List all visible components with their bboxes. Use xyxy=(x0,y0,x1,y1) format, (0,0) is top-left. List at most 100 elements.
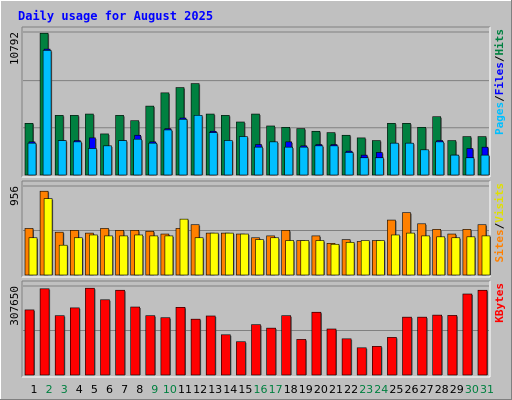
sites-bar-shadow xyxy=(308,241,310,275)
sites-bar-body xyxy=(134,234,143,276)
kbytes-bar-shadow xyxy=(290,316,292,375)
pages-bar xyxy=(27,142,37,176)
day-label: 25 xyxy=(389,383,403,396)
sites-bar-body xyxy=(58,244,68,276)
kbytes-bar xyxy=(236,341,247,376)
sites-bar-body xyxy=(164,235,174,276)
kbytes-bar xyxy=(190,318,202,376)
kbytes-bar-body xyxy=(221,334,231,376)
hits-legend-part: Files xyxy=(493,62,506,95)
kbytes-bar-shadow xyxy=(366,348,368,375)
day-label: 11 xyxy=(178,383,192,396)
sites-bar xyxy=(481,235,491,276)
sites-bar-body xyxy=(209,232,219,276)
day-label: 5 xyxy=(91,383,98,396)
sites-bar-shadow xyxy=(429,236,431,275)
kbytes-bar xyxy=(447,315,458,376)
kbytes-bar-body xyxy=(356,347,367,376)
pages-bar-body xyxy=(374,157,384,176)
pages-bar-shadow xyxy=(338,146,339,175)
kbytes-bar-body xyxy=(417,316,427,376)
sites-bar-shadow xyxy=(444,237,446,275)
day-label: 7 xyxy=(121,383,128,396)
day-label: 19 xyxy=(299,383,313,396)
sites-bar-shadow xyxy=(369,241,371,275)
kbytes-bar-body xyxy=(205,315,216,376)
kbytes-bar-body xyxy=(70,307,80,376)
kbytes-bar-shadow xyxy=(215,316,217,375)
kbytes-bar xyxy=(356,347,368,376)
sites-bar-shadow xyxy=(490,236,491,275)
sites-bar-shadow xyxy=(339,245,340,275)
sites-bar-shadow xyxy=(384,241,386,275)
sites-bar-body xyxy=(360,240,370,276)
kbytes-bar-shadow xyxy=(336,330,337,375)
pages-bar-body xyxy=(163,129,173,176)
chart-title: Daily usage for August 2025 xyxy=(18,9,213,23)
kbytes-bar-shadow xyxy=(351,339,353,375)
kbytes-bar-body xyxy=(281,315,292,376)
kbytes-bar xyxy=(70,307,81,376)
day-label: 20 xyxy=(314,383,328,396)
sites-bar-shadow xyxy=(233,234,235,275)
kbytes-bar xyxy=(341,338,353,376)
kbytes-bar-body xyxy=(190,318,201,376)
day-label: 18 xyxy=(284,383,298,396)
kbytes-bar-shadow xyxy=(139,308,141,375)
pages-bar xyxy=(163,129,173,176)
sites-bar xyxy=(43,198,54,276)
day-label: 30 xyxy=(465,383,479,396)
pages-bar-body xyxy=(269,141,278,176)
sites-bar xyxy=(330,243,340,276)
kbytes-bar-body xyxy=(100,299,110,376)
kbytes-bar-shadow xyxy=(124,291,126,375)
sites-bar xyxy=(406,232,416,276)
kbytes-bar-body xyxy=(175,307,186,376)
sites-bar xyxy=(315,240,325,276)
kbytes-bar-body xyxy=(39,288,50,376)
sites-bar xyxy=(255,239,265,276)
pages-bar-shadow xyxy=(383,158,385,175)
hits-bar-shadow xyxy=(153,107,155,175)
pages-bar xyxy=(329,145,339,176)
pages-bar-body xyxy=(254,146,263,176)
pages-bar-shadow xyxy=(202,116,204,175)
kbytes-bar-body xyxy=(311,311,322,376)
pages-bar xyxy=(118,140,128,176)
sites-bar-shadow xyxy=(263,240,265,275)
kbytes-bar-shadow xyxy=(154,316,156,375)
pages-bar-body xyxy=(148,142,158,176)
sites-bar-body xyxy=(119,235,128,276)
kbytes-bar-body xyxy=(251,324,261,376)
kbytes-bar-body xyxy=(160,317,171,376)
pages-bar xyxy=(450,154,460,176)
sites-bar-shadow xyxy=(278,238,280,275)
kbytes-bar-shadow xyxy=(426,318,428,375)
sites-bar xyxy=(89,234,99,276)
day-label: 9 xyxy=(151,383,158,396)
kbytes-bar-shadow xyxy=(49,289,51,375)
day-label: 3 xyxy=(61,383,68,396)
visits-legend-label: Sites/Visits xyxy=(493,183,506,263)
pages-bar-shadow xyxy=(96,149,98,175)
kbytes-bar xyxy=(221,334,232,376)
kbytes-bar xyxy=(39,288,51,376)
sites-bar-body xyxy=(421,235,430,276)
sites-bar-shadow xyxy=(67,246,69,275)
day-label: 12 xyxy=(193,383,207,396)
kbytes-bar-shadow xyxy=(381,347,383,375)
pages-bar xyxy=(254,146,264,176)
sites-bar-body xyxy=(300,240,310,276)
pages-bar xyxy=(208,132,219,176)
pages-bar-body xyxy=(390,142,399,176)
pages-bar-shadow xyxy=(307,148,309,175)
kbytes-bar xyxy=(371,346,383,376)
day-label: 28 xyxy=(435,383,449,396)
sites-bar-body xyxy=(315,240,325,276)
day-label: 1 xyxy=(31,383,38,396)
kbytes-bar xyxy=(160,317,171,376)
pages-bar xyxy=(284,146,294,176)
kbytes-bar xyxy=(387,337,398,376)
kbytes-bar-body xyxy=(402,316,412,376)
pages-bar-body xyxy=(450,154,460,176)
